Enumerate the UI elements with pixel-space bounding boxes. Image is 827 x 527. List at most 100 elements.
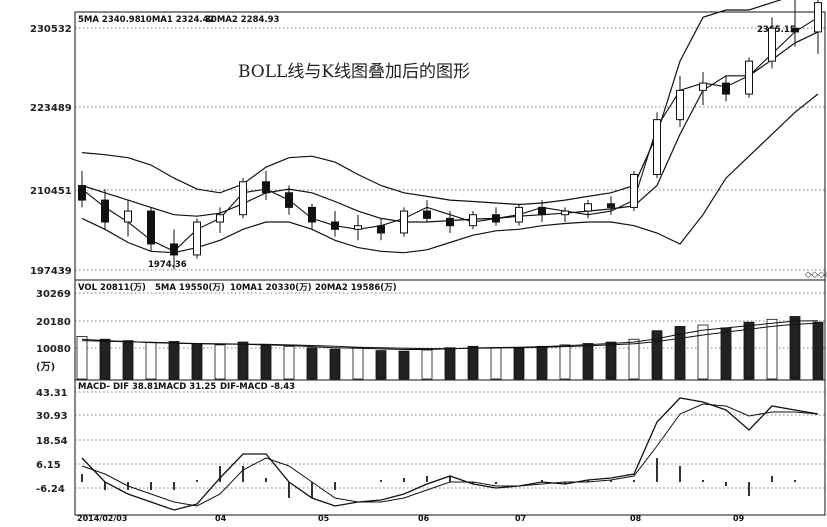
price-panel-frame <box>74 11 826 281</box>
candle-body <box>699 82 707 91</box>
volume-bar <box>628 338 640 380</box>
volume-header-ma5: 5MA 19550(万) <box>155 283 225 293</box>
candle-body <box>124 210 132 223</box>
volume-bar <box>237 341 249 380</box>
macd-dif-line <box>81 397 819 511</box>
candle-body <box>147 210 155 245</box>
macd-y-tick-label: 18.54 <box>36 436 68 447</box>
macd-series-layer <box>81 397 819 511</box>
volume-bar <box>605 341 617 380</box>
candle-body <box>423 210 431 219</box>
candle-body <box>515 206 523 223</box>
candle-body <box>791 27 799 33</box>
volume-bar <box>214 344 226 380</box>
low-price-marker: 1974.36 <box>148 260 187 270</box>
price-header-ma5: 5MA 2340.98 <box>78 15 141 25</box>
macd-y-tick-label: 43.31 <box>36 388 68 399</box>
x-axis-label: 07 <box>515 514 526 523</box>
volume-y-tick-label: 10080 <box>36 344 71 355</box>
candle-body <box>331 221 339 230</box>
high-price-marker: 2365.15 <box>757 25 796 35</box>
candle-body <box>492 214 500 223</box>
volume-bar <box>467 345 479 380</box>
volume-bar <box>306 347 318 380</box>
candle-body <box>584 203 592 212</box>
price-y-tick-label: 223489 <box>30 103 72 114</box>
candle-body <box>308 206 316 223</box>
x-axis-label: 05 <box>318 514 330 523</box>
volume-header-ma10: 10MA1 20330(万) <box>230 283 312 293</box>
macd-gridlines <box>75 391 825 489</box>
volume-bar <box>260 344 272 380</box>
candle-body <box>285 192 293 208</box>
volume-bar <box>398 350 410 380</box>
candle-body <box>538 206 546 216</box>
volume-bar <box>559 344 571 380</box>
candle-body <box>768 27 776 62</box>
candle-body <box>561 210 569 216</box>
volume-gridlines <box>75 292 825 349</box>
price-y-tick-label: 210451 <box>30 186 72 197</box>
macd-header-dif: MACD- DIF 38.81 <box>78 382 159 392</box>
volume-bar <box>76 335 88 380</box>
candle-body <box>377 225 385 234</box>
volume-bar <box>145 342 157 380</box>
candle-body <box>400 210 408 234</box>
candle-body <box>216 214 224 223</box>
volume-bar <box>766 318 778 380</box>
candle-body <box>170 243 178 256</box>
boll-upper-line <box>81 0 783 206</box>
macd-y-tick-label: 6.15 <box>36 460 61 471</box>
volume-y-tick-label: 20180 <box>36 317 71 328</box>
candle-body <box>193 221 201 256</box>
candle-body <box>446 217 454 227</box>
x-axis-label: 08 <box>630 514 642 523</box>
volume-bar <box>444 347 456 380</box>
volume-bar <box>375 350 387 380</box>
price-y-tick-label: 230532 <box>30 24 72 35</box>
x-axis-label: 06 <box>418 514 430 523</box>
volume-bar <box>99 338 111 380</box>
volume-bar <box>283 345 295 380</box>
candle-body <box>78 184 86 201</box>
volume-bar <box>651 330 663 380</box>
volume-series-layer <box>76 316 824 380</box>
price-header-ma10: 10MA1 2324.42 <box>140 15 215 25</box>
x-axis-label: 2014/02/03 <box>77 514 127 523</box>
volume-bar <box>812 321 824 380</box>
price-series-layer <box>78 0 822 270</box>
candle-body <box>262 181 270 194</box>
price-header-ma30: 30MA2 2284.93 <box>205 15 280 25</box>
volume-y-tick-label: 30269 <box>36 289 71 300</box>
macd-signal-line <box>81 403 819 507</box>
macd-y-tick-label: 30.93 <box>36 411 68 422</box>
chart-annotation: BOLL线与K线图叠加后的图形 <box>238 62 470 82</box>
volume-bar <box>352 347 364 380</box>
candle-body <box>814 2 822 33</box>
volume-bar <box>122 340 134 380</box>
candle-body <box>469 214 477 227</box>
candle-body <box>630 173 638 208</box>
volume-bar <box>191 343 203 380</box>
volume-bar <box>674 326 686 380</box>
candle-body <box>653 119 661 175</box>
macd-header-diff: DIF-MACD -8.43 <box>220 382 295 392</box>
volume-bar <box>490 347 502 380</box>
corner-marker: ◇◇◇◇ <box>805 270 827 280</box>
volume-unit-label: (万) <box>36 361 55 373</box>
volume-header-vol: VOL 20811(万) <box>78 283 146 293</box>
volume-bar <box>513 347 525 380</box>
volume-bar <box>536 345 548 380</box>
macd-header-macd: MACD 31.25 <box>158 382 216 392</box>
candle-body <box>676 89 684 121</box>
volume-bar <box>421 349 433 380</box>
boll-middle-line <box>81 31 819 223</box>
price-y-tick-label: 197439 <box>30 266 72 277</box>
candle-body <box>239 181 247 216</box>
macd-panel-frame <box>74 379 826 516</box>
volume-bar <box>697 324 709 380</box>
volume-bar <box>582 343 594 380</box>
volume-bar <box>720 327 732 380</box>
